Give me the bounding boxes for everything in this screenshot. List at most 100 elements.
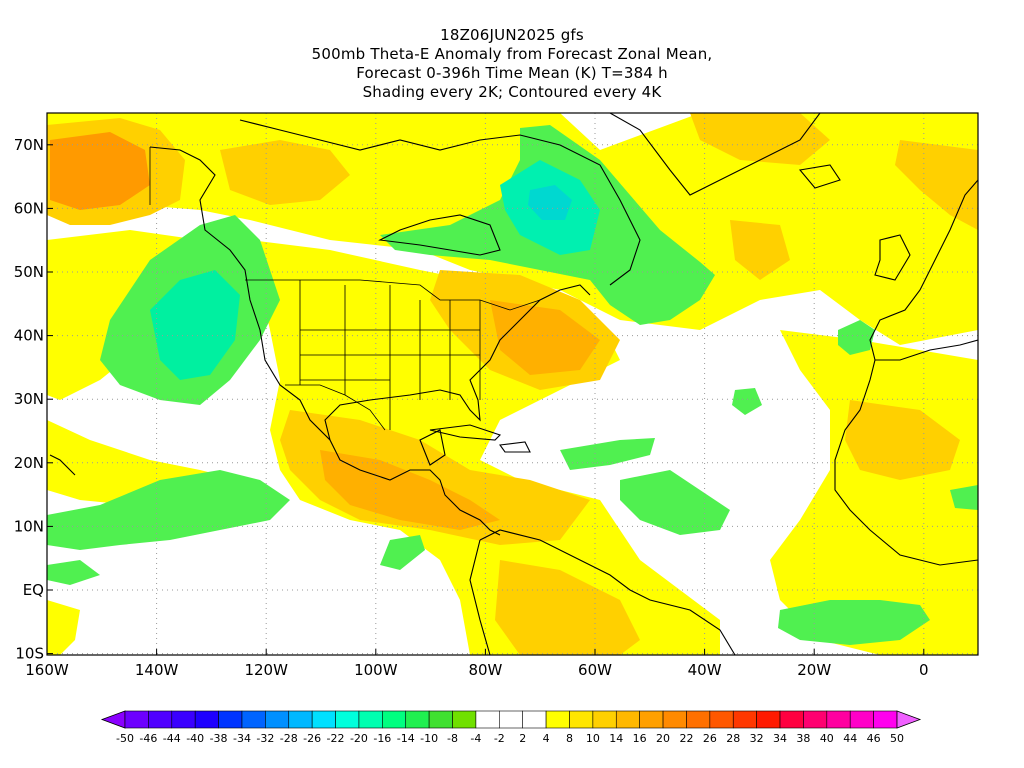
lat-label: 30N: [14, 390, 44, 408]
colorbar-swatch: [499, 710, 523, 729]
colorbar-swatch: [475, 710, 500, 729]
colorbar-label: -28: [280, 732, 298, 745]
lon-label: 60W: [578, 661, 612, 679]
lat-label: 20N: [14, 454, 44, 472]
shade-orange-north-africa: [845, 400, 960, 480]
colorbar-label: -22: [327, 732, 345, 745]
colorbar-swatch: [569, 710, 594, 729]
longitude-labels: 160W 140W 120W 100W 80W 60W 40W 20W 0: [25, 649, 929, 679]
coast-cuba: [429, 424, 502, 441]
colorbar-label: -20: [350, 732, 368, 745]
coast-arctic: [239, 119, 641, 286]
latitude-labels: 70N 60N 50N 40N 30N 20N 10N EQ 10S: [14, 136, 53, 663]
anomaly-shading: [47, 113, 978, 655]
shade-orange-gulf: [280, 410, 590, 545]
title-line-3: Forecast 0-396h Time Mean (K) T=384 h: [356, 64, 668, 82]
colorbar-label: -14: [397, 732, 415, 745]
shade-green-caribbean: [560, 438, 655, 470]
colorbar-swatch: [803, 710, 828, 729]
colorbar-label: -46: [139, 732, 157, 745]
shade-orange-canada: [220, 140, 350, 205]
colorbar-swatch: [358, 710, 383, 729]
colorbar-label: -44: [163, 732, 181, 745]
coast-south-america: [479, 529, 736, 655]
map-frame: [46, 112, 979, 656]
colorbar-label: 40: [820, 732, 834, 745]
colorbar-swatch: [686, 710, 711, 729]
colorbar-label: -32: [256, 732, 274, 745]
coast-africa: [834, 359, 978, 566]
shade-darkorange-east-us: [490, 300, 600, 375]
colorbar-label: -26: [303, 732, 321, 745]
colorbar-label: 28: [726, 732, 740, 745]
coastlines: [49, 113, 978, 655]
shade-darkorange-alaska: [50, 132, 150, 210]
colorbar-label: -50: [116, 732, 134, 745]
colorbar-swatch: [194, 710, 219, 729]
colorbar-swatch: [779, 710, 804, 729]
lat-label: 40N: [14, 327, 44, 345]
border-states: [299, 280, 481, 430]
shade-green-pac-small: [380, 535, 425, 570]
lon-label: 140W: [135, 661, 179, 679]
colorbar-label: 22: [679, 732, 693, 745]
colorbar-swatch: [265, 710, 290, 729]
colorbar-label: 4: [543, 732, 550, 745]
colorbar-label: -38: [210, 732, 228, 745]
coast-hawaii: [49, 454, 76, 476]
colorbar-label: 38: [796, 732, 810, 745]
colorbar-swatch: [382, 710, 407, 729]
colorbar-label: -16: [373, 732, 391, 745]
shade-green-sw: [47, 560, 100, 585]
shade-green-iberia: [838, 320, 875, 355]
shade-darkorange-mexico: [320, 450, 500, 530]
colorbar-swatch: [405, 710, 430, 729]
lat-label: 10N: [14, 517, 44, 535]
lon-label: 40W: [688, 661, 722, 679]
shade-cyan-pacific: [150, 270, 240, 380]
borders: [149, 147, 541, 431]
colorbar-swatch: [849, 710, 874, 729]
colorbar-swatch: [241, 710, 266, 729]
lat-label: 60N: [14, 199, 44, 217]
shade-green-sa-atl: [778, 600, 930, 645]
grid-lines: [47, 113, 978, 655]
colorbar-swatch: [615, 710, 640, 729]
colorbar-swatch: [335, 710, 360, 729]
colorbar-swatch: [311, 710, 336, 729]
colorbar-swatch: [592, 710, 617, 729]
coast-gulf: [324, 284, 591, 441]
lat-label: 10S: [15, 645, 44, 663]
lon-label: 120W: [244, 661, 288, 679]
colorbar-swatch: [452, 710, 477, 729]
colorbar-swatch: [756, 710, 781, 729]
colorbar-label: 10: [586, 732, 600, 745]
colorbar-swatch: [171, 710, 196, 729]
colorbar-swatch: [732, 710, 757, 729]
lon-label: 20W: [797, 661, 831, 679]
colorbar-label: 34: [773, 732, 787, 745]
shade-yellow-sw: [47, 600, 80, 655]
colorbar-swatch: [662, 710, 687, 729]
coast-greenland: [609, 113, 821, 196]
colorbar-label: 26: [703, 732, 717, 745]
colorbar-swatch: [639, 710, 664, 729]
colorbar-arrow-left: [100, 710, 126, 729]
shade-yellow-atlantic: [770, 330, 978, 655]
shade-orange-ne: [895, 140, 978, 230]
colorbar-swatch: [124, 710, 149, 729]
colorbar-label: 50: [890, 732, 904, 745]
colorbar-swatch: [288, 710, 313, 729]
shade-orange-greenland: [690, 113, 830, 165]
colorbar-swatch: [218, 710, 243, 729]
colorbar-label: -34: [233, 732, 251, 745]
colorbar-swatch: [428, 710, 453, 729]
shade-green-africa: [950, 485, 978, 510]
shade-teal-labrador: [528, 185, 572, 220]
lat-label: EQ: [23, 581, 44, 599]
colorbar-label: 14: [609, 732, 623, 745]
shade-orange-sa: [495, 560, 640, 655]
shade-green-eastpac: [47, 470, 290, 550]
coast-sa-west: [469, 539, 491, 655]
